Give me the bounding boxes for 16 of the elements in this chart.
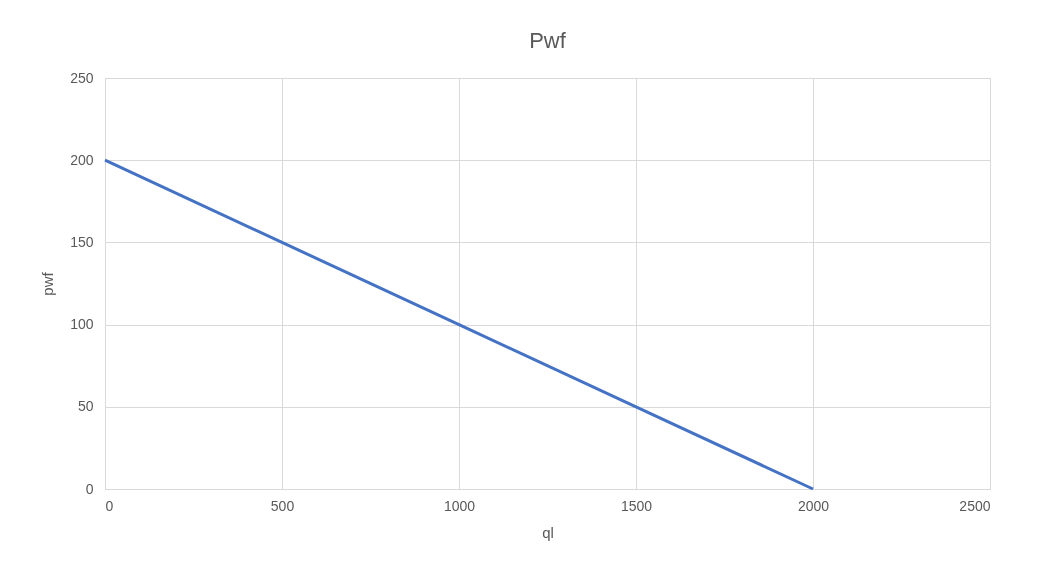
x-tick-label: 1500 [620,497,653,514]
x-tick-label: 0 [105,497,114,514]
y-axis-title: pwf [39,271,57,296]
x-axis-title: ql [542,523,554,541]
chart-title: Pwf [529,28,567,53]
y-tick-label: 100 [70,316,94,333]
y-tick-label: 0 [85,480,94,497]
x-tick-label: 1000 [443,497,476,514]
x-tick-label: 500 [270,497,295,514]
y-tick-label: 200 [70,151,94,168]
x-tick-label: 2000 [797,497,830,514]
y-tick-label: 50 [77,398,94,415]
line-series [103,158,815,491]
y-tick-label: 150 [70,233,94,250]
y-tick-label: 250 [70,69,94,86]
x-tick-label: 2500 [959,497,991,514]
